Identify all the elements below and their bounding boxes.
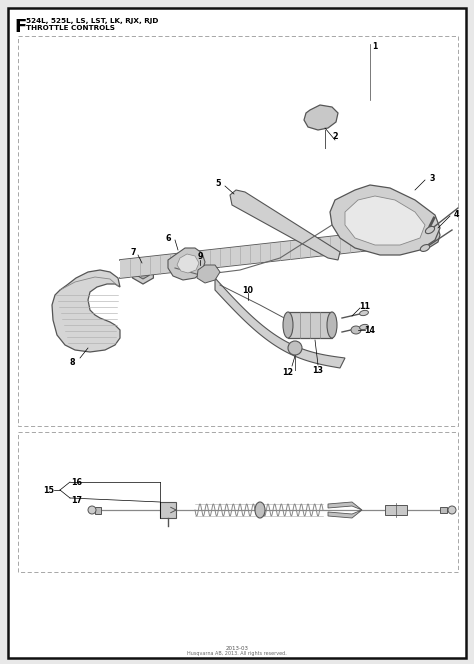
Text: 12: 12 xyxy=(283,367,293,376)
Text: 5: 5 xyxy=(215,179,221,187)
Ellipse shape xyxy=(327,312,337,338)
Text: 2: 2 xyxy=(332,131,338,141)
Text: 3: 3 xyxy=(429,173,435,183)
Text: 2013-03: 2013-03 xyxy=(226,645,248,651)
Circle shape xyxy=(88,506,96,514)
Text: 7: 7 xyxy=(130,248,136,256)
Text: 4: 4 xyxy=(453,210,459,218)
Bar xyxy=(385,505,407,515)
Text: THROTTLE CONTROLS: THROTTLE CONTROLS xyxy=(26,25,115,31)
Text: 524L, 525L, LS, LST, LK, RJX, RJD: 524L, 525L, LS, LST, LK, RJX, RJD xyxy=(26,18,158,24)
Polygon shape xyxy=(345,196,425,245)
Text: 16: 16 xyxy=(72,477,82,487)
Text: 15: 15 xyxy=(44,485,55,495)
Polygon shape xyxy=(215,278,345,368)
Text: 13: 13 xyxy=(312,365,323,374)
Polygon shape xyxy=(328,510,362,518)
Polygon shape xyxy=(168,248,205,280)
Polygon shape xyxy=(177,254,199,273)
Bar xyxy=(440,507,447,513)
Text: F: F xyxy=(14,18,26,36)
Ellipse shape xyxy=(255,502,265,518)
Text: Husqvarna AB, 2013. All rights reserved.: Husqvarna AB, 2013. All rights reserved. xyxy=(187,651,287,657)
Text: 6: 6 xyxy=(165,234,171,242)
Text: 10: 10 xyxy=(243,286,254,295)
Ellipse shape xyxy=(426,226,435,234)
Text: 11: 11 xyxy=(359,301,371,311)
Polygon shape xyxy=(52,270,120,352)
Text: 8: 8 xyxy=(69,357,75,367)
Polygon shape xyxy=(370,220,440,250)
Bar xyxy=(160,502,176,518)
Polygon shape xyxy=(133,260,154,284)
Ellipse shape xyxy=(360,310,368,315)
Circle shape xyxy=(448,506,456,514)
Bar xyxy=(18,432,458,572)
Text: 1: 1 xyxy=(372,42,377,51)
Circle shape xyxy=(288,341,302,355)
Bar xyxy=(18,36,458,426)
Ellipse shape xyxy=(420,244,430,252)
Polygon shape xyxy=(230,190,340,260)
Ellipse shape xyxy=(351,326,361,334)
Polygon shape xyxy=(120,230,390,278)
Text: 14: 14 xyxy=(365,325,375,335)
Ellipse shape xyxy=(283,312,293,338)
Polygon shape xyxy=(197,265,220,283)
Text: 17: 17 xyxy=(72,495,82,505)
Text: 9: 9 xyxy=(197,252,203,260)
Polygon shape xyxy=(137,265,149,279)
Polygon shape xyxy=(328,502,362,510)
Polygon shape xyxy=(304,105,338,130)
Polygon shape xyxy=(330,185,440,255)
Bar xyxy=(288,312,332,338)
Ellipse shape xyxy=(360,325,368,329)
Bar xyxy=(95,507,101,513)
